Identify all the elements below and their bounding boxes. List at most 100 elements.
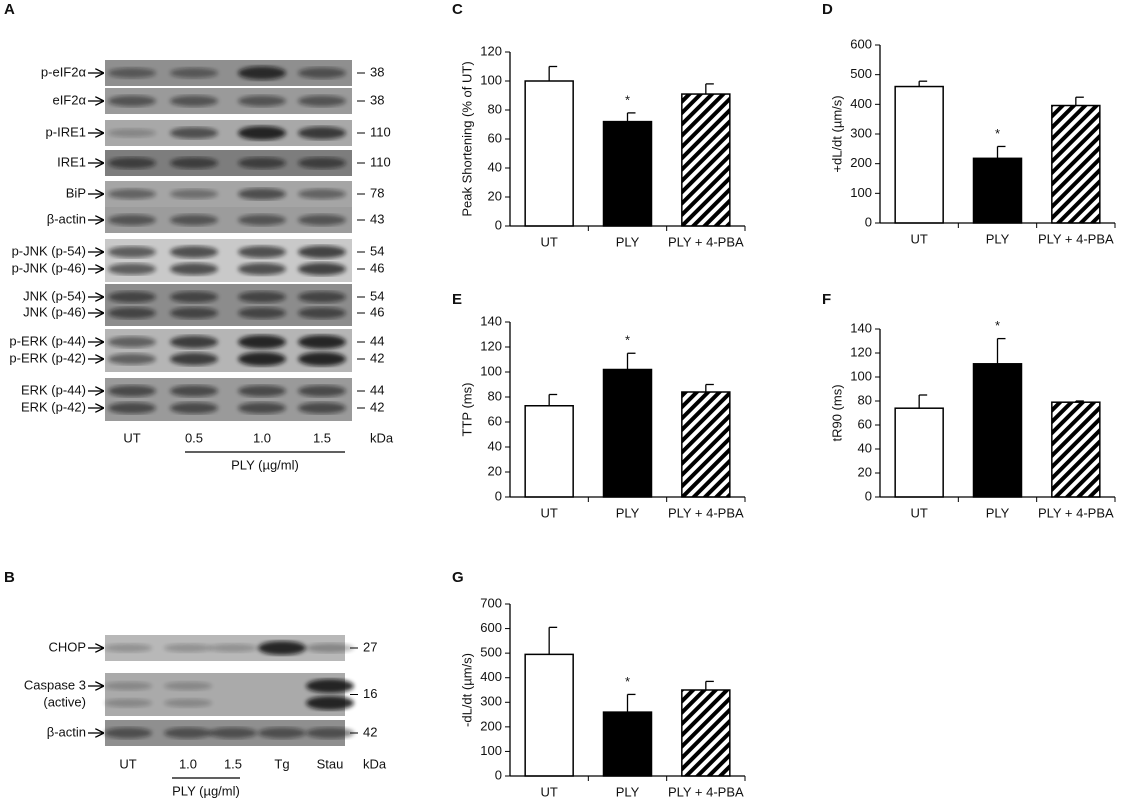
band <box>298 262 346 276</box>
treatment-label: PLY (µg/ml) <box>172 783 240 798</box>
band-label: (active) <box>43 694 86 709</box>
band <box>108 95 156 107</box>
bar <box>1051 104 1101 224</box>
band <box>238 95 286 107</box>
band <box>170 245 218 259</box>
band <box>238 291 286 303</box>
significance: * <box>625 333 630 348</box>
unit-label: kDa <box>370 430 394 445</box>
lane-label: Tg <box>274 756 289 771</box>
band <box>298 126 346 140</box>
y-tick-label: 80 <box>488 101 502 116</box>
bar <box>972 157 1023 224</box>
bar <box>524 653 574 777</box>
y-tick-label: 100 <box>850 368 872 383</box>
y-tick-label: 400 <box>850 96 872 111</box>
x-tick-label: PLY + 4-PBA <box>668 505 744 520</box>
y-tick-label: 500 <box>850 66 872 81</box>
band <box>104 727 152 739</box>
kda-label: 78 <box>370 185 384 200</box>
band <box>170 157 218 169</box>
band-label: CHOP <box>48 639 86 654</box>
x-tick-label: PLY + 4-PBA <box>1038 231 1114 246</box>
lane-label: Stau <box>317 756 344 771</box>
band-label: p-IRE1 <box>46 124 86 139</box>
y-tick-label: 60 <box>488 130 502 145</box>
kda-label: 42 <box>363 724 377 739</box>
y-tick-label: 140 <box>850 320 872 335</box>
kda-label: 110 <box>370 124 391 139</box>
panel-letter: C <box>452 1 463 18</box>
y-axis-label: -dL/dt (µm/s) <box>459 653 474 727</box>
kda-label: 110 <box>370 154 391 169</box>
x-tick-label: PLY <box>616 234 640 249</box>
bar <box>524 405 574 498</box>
bar <box>894 407 944 498</box>
kda-label: 38 <box>370 92 384 107</box>
kda-label: 42 <box>370 350 384 365</box>
kda-label: 43 <box>370 211 384 226</box>
band <box>164 643 212 653</box>
band-label: p-ERK (p-44) <box>9 333 86 348</box>
band <box>298 307 346 319</box>
kda-label: 38 <box>370 64 384 79</box>
y-tick-label: 140 <box>480 313 502 328</box>
band <box>298 402 346 414</box>
band <box>258 727 306 739</box>
x-tick-label: UT <box>540 505 557 520</box>
band <box>170 189 218 199</box>
y-tick-label: 20 <box>858 464 872 479</box>
blot-strip <box>105 378 352 421</box>
y-tick-label: 500 <box>480 645 502 660</box>
bar <box>894 85 944 224</box>
x-tick-label: PLY + 4-PBA <box>668 784 744 799</box>
x-tick-label: UT <box>910 505 927 520</box>
band <box>108 291 156 303</box>
kda-label: 46 <box>370 260 384 275</box>
band <box>104 681 152 691</box>
y-tick-label: 80 <box>858 392 872 407</box>
band <box>298 245 346 259</box>
band <box>238 385 286 397</box>
y-axis-label: TTP (ms) <box>459 383 474 437</box>
band <box>108 214 156 226</box>
band <box>170 262 218 276</box>
lane-label: 1.0 <box>253 430 271 445</box>
band <box>306 643 354 653</box>
band <box>298 157 346 169</box>
band <box>108 385 156 397</box>
band <box>306 696 354 710</box>
band <box>104 698 152 708</box>
band <box>170 385 218 397</box>
y-tick-label: 20 <box>488 463 502 478</box>
panel-letter: B <box>4 569 15 586</box>
band <box>209 643 257 653</box>
band <box>238 262 286 276</box>
y-tick-label: 120 <box>850 344 872 359</box>
band <box>298 214 346 226</box>
band <box>170 307 218 319</box>
band <box>104 643 152 653</box>
bar <box>602 711 653 777</box>
y-tick-label: 120 <box>480 338 502 353</box>
band <box>164 698 212 708</box>
bar <box>524 80 574 227</box>
y-tick-label: 0 <box>865 214 872 229</box>
bar <box>681 689 731 777</box>
panel-letter: A <box>4 1 15 18</box>
y-tick-label: 80 <box>488 388 502 403</box>
band <box>164 681 212 691</box>
y-tick-label: 0 <box>495 767 502 782</box>
x-tick-label: PLY + 4-PBA <box>668 234 744 249</box>
panel-letter: F <box>822 291 831 308</box>
band <box>108 263 156 275</box>
y-tick-label: 120 <box>480 43 502 58</box>
band-label: Caspase 3 <box>24 677 86 692</box>
y-tick-label: 40 <box>488 438 502 453</box>
bar <box>602 120 653 227</box>
lane-label: 0.5 <box>185 430 203 445</box>
band <box>298 335 346 349</box>
y-tick-label: 0 <box>495 217 502 232</box>
y-tick-label: 60 <box>488 413 502 428</box>
